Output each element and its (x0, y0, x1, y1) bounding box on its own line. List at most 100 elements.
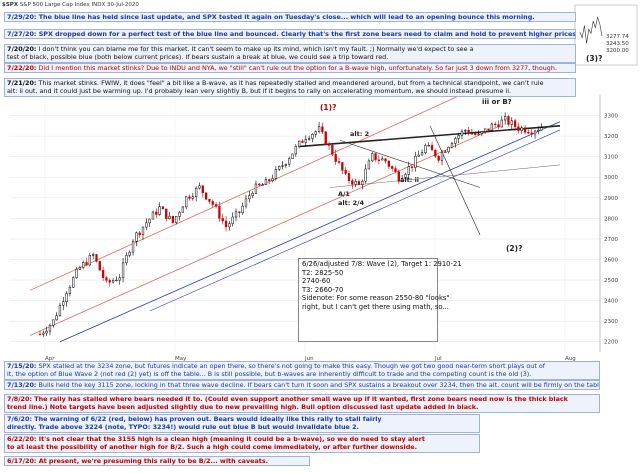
candle-body (444, 151, 447, 153)
wave-label-3: (3)? (586, 55, 603, 63)
candle-body (271, 178, 274, 181)
note-7-29: 7/29/20: The blue line has held since la… (4, 12, 576, 23)
header-date: 30-Jul-2020 (106, 2, 139, 8)
candle-body (454, 138, 457, 144)
candle-body (533, 130, 537, 135)
candle-body (234, 211, 238, 218)
candle-body (510, 120, 513, 125)
candle-body (351, 180, 354, 185)
candle-body (371, 153, 374, 162)
trend-lines (29, 90, 561, 343)
candle-body (407, 166, 410, 175)
candle-body (68, 286, 72, 294)
candle-body (324, 131, 327, 145)
candle-body (52, 319, 55, 326)
candle-body (361, 180, 364, 185)
red-channel-upper (29, 90, 471, 291)
candle-body (95, 254, 98, 262)
y-tick-label: 2600 (604, 257, 618, 263)
candle-body (294, 146, 297, 155)
inset-chart (574, 4, 638, 66)
candle-body (464, 129, 467, 132)
candle-body (341, 162, 344, 171)
candle-body (537, 129, 540, 132)
candle-body (121, 262, 125, 279)
candle-body (460, 130, 464, 136)
candle-body (88, 255, 91, 266)
candle-body (214, 204, 218, 207)
candle-body (58, 304, 62, 316)
support-line (329, 164, 561, 188)
candle-body (268, 179, 271, 181)
wave-label-alt24: alt: 2/4 (338, 199, 365, 207)
target-box: 6/26/adjusted 7/8: Wave (2), Target 1: 2… (298, 258, 462, 342)
y-tick-label: 2200 (604, 340, 618, 346)
candle-body (281, 165, 284, 167)
candle-body (118, 277, 121, 281)
candle-body (92, 254, 95, 256)
candle-body (424, 145, 427, 153)
candle-body (115, 279, 118, 282)
candle-body (128, 251, 131, 256)
candle-body (85, 262, 88, 266)
candle-body (208, 198, 211, 202)
candle-body (288, 158, 291, 165)
candle-body (480, 131, 484, 135)
inset-value-2: 3243.50 (606, 41, 629, 47)
candle-body (165, 208, 168, 219)
black-projection-1 (339, 139, 481, 188)
candle-body (347, 173, 351, 181)
candle-body (307, 138, 311, 140)
candle-body (188, 196, 191, 199)
candle-body (151, 211, 155, 220)
inset-price-line (579, 16, 603, 44)
header-name: S&P 500 Large Cap Index (19, 2, 90, 8)
candle-body (224, 220, 228, 228)
candle-body (155, 211, 158, 215)
candle-body (530, 132, 533, 135)
target-line-6: right, but I can't get there using math,… (302, 302, 449, 311)
note-7-27: 7/27/20: SPX dropped down for a perfect … (4, 29, 576, 40)
candle-body (414, 155, 417, 168)
candle-body (344, 170, 347, 174)
candle-body (241, 205, 244, 213)
candle-body (321, 126, 324, 133)
target-line-3: 2740-60 (302, 277, 331, 286)
candle-body (337, 161, 341, 163)
candle-body (404, 174, 407, 179)
black-projection-2 (429, 125, 481, 235)
candle-body (254, 183, 258, 194)
candle-body (467, 129, 470, 134)
wave-label-1: (1)? (320, 104, 337, 112)
candle-body (131, 241, 135, 253)
candle-body (503, 116, 507, 121)
y-tick-label: 2800 (604, 216, 618, 222)
candle-body (258, 183, 261, 186)
candle-body (284, 163, 288, 166)
candle-body (517, 126, 520, 131)
candle-body (248, 195, 251, 200)
candle-body (264, 179, 268, 185)
x-tick-label: Apr (45, 356, 55, 362)
candle-body (440, 152, 444, 161)
candle-body (497, 124, 500, 128)
candle-body (367, 160, 371, 170)
candle-body (55, 315, 58, 321)
x-tick-label: May (175, 356, 187, 362)
y-tick-label: 2700 (604, 237, 618, 243)
candle-body (175, 216, 178, 223)
candle-body (447, 147, 450, 153)
candle-body (474, 133, 477, 135)
note-7-13: 7/13/20: Bulls held the key 3115 zone, l… (4, 380, 600, 391)
candle-body (62, 301, 65, 306)
candle-body (374, 153, 377, 161)
wave-label-a1: A/1 (338, 190, 350, 198)
candle-body (105, 277, 108, 281)
header-symbol: $SPX (2, 2, 19, 8)
candle-body (251, 193, 254, 196)
candle-body (158, 206, 161, 215)
y-tick-label: 3300 (604, 114, 618, 120)
candle-body (261, 184, 264, 186)
candle-body (171, 215, 175, 223)
